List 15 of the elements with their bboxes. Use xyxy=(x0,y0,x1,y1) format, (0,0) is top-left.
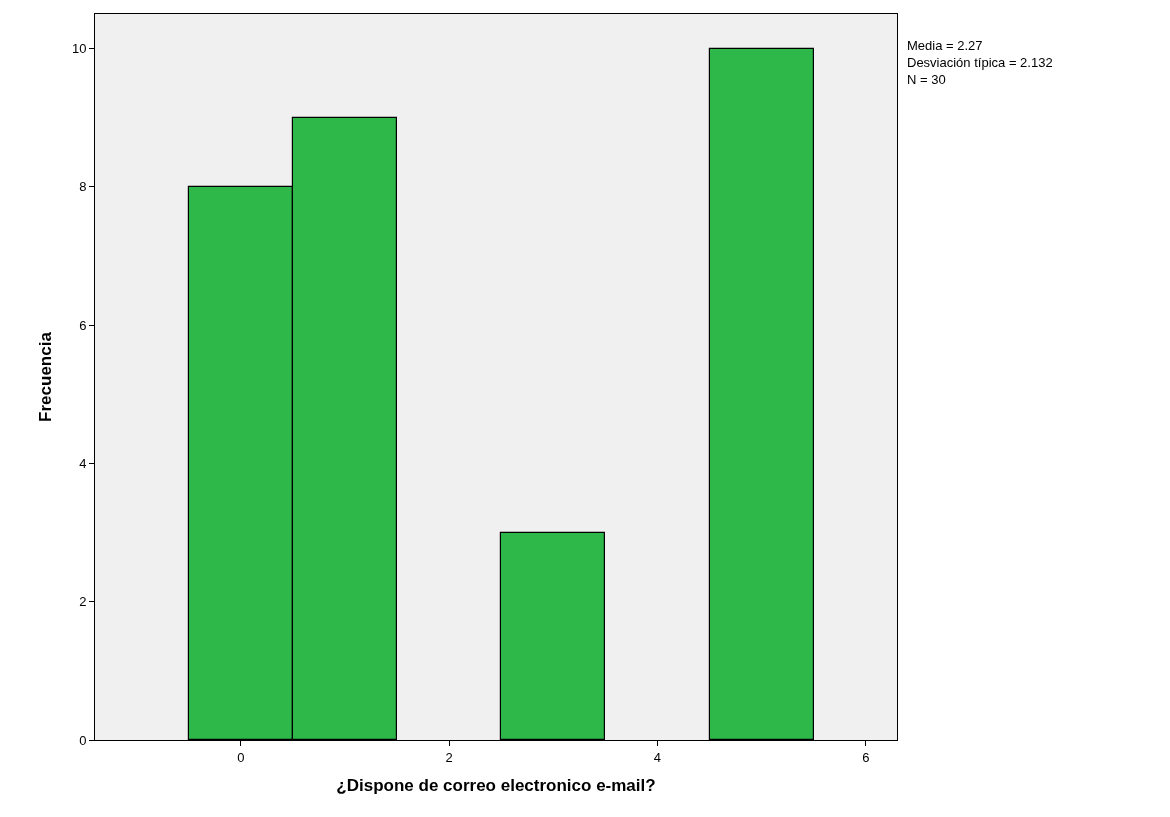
x-tick-label: 2 xyxy=(445,749,453,765)
y-tick-label: 8 xyxy=(79,179,87,195)
x-axis-title: ¿Dispone de correo electronico e-mail? xyxy=(336,776,656,795)
y-tick-label: 0 xyxy=(79,732,87,748)
x-tick-label: 6 xyxy=(862,749,870,765)
text: N = 30 xyxy=(907,71,946,87)
y-tick-label: 6 xyxy=(79,317,87,333)
y-axis-title: Frecuencia xyxy=(36,331,56,422)
y-tick-label: 10 xyxy=(71,41,87,57)
y-tick-label: 2 xyxy=(79,594,87,610)
text: Desviación típica = 2.132 xyxy=(907,54,1053,70)
y-tick-label: 4 xyxy=(79,455,87,471)
x-tick-label: 0 xyxy=(237,749,245,765)
x-tick-label: 4 xyxy=(653,749,662,765)
text: Media = 2.27 xyxy=(907,38,983,53)
